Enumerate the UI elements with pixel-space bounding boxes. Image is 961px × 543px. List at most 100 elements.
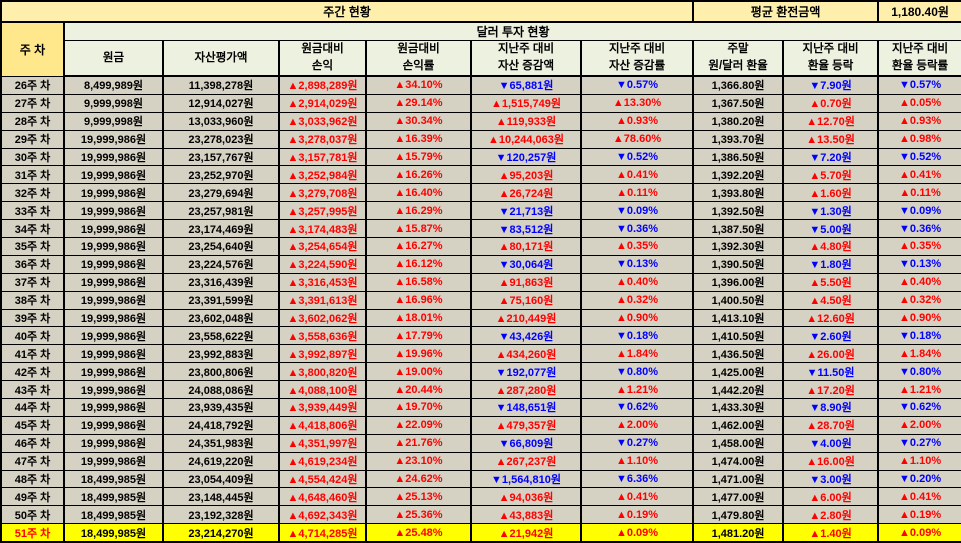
table-cell[interactable]: ▲25.48% [365,523,472,543]
table-cell[interactable]: 19,999,986원 [63,433,164,453]
table-cell[interactable]: 1,471.00원 [692,469,785,489]
table-cell[interactable]: ▲0.93% [579,111,695,131]
table-cell[interactable]: 23,391,599원 [162,290,280,310]
col-header[interactable]: 자산평가액 [162,40,280,77]
table-cell[interactable]: 19,999,986원 [63,129,164,149]
table-cell[interactable]: ▲23.10% [365,451,472,471]
table-cell[interactable]: ▼148,651원 [470,398,582,417]
table-cell[interactable]: 18,499,985원 [63,505,164,525]
table-cell[interactable]: 1,410.50원 [692,326,785,346]
table-cell[interactable]: ▲4.80원 [782,237,880,256]
table-cell[interactable]: ▲6.00원 [782,487,880,507]
table-cell[interactable]: 13,033,960원 [162,111,280,131]
table-cell[interactable]: ▲21.76% [365,433,472,453]
table-cell[interactable]: ▼7.20원 [782,147,880,167]
table-cell[interactable]: 19,999,986원 [63,326,164,346]
table-cell[interactable]: 23,316,439원 [162,272,280,292]
table-cell[interactable]: ▲3,252,984원 [278,165,367,185]
table-cell[interactable]: ▼6.36% [579,469,695,489]
table-cell[interactable]: 24,088,086원 [162,380,280,400]
table-cell[interactable]: 19,999,986원 [63,398,164,417]
col-header[interactable]: 지난주 대비 환율 등락 [782,40,880,77]
table-cell[interactable]: ▲4,554,424원 [278,469,367,489]
table-cell[interactable]: ▼0.57% [579,75,695,95]
table-cell[interactable]: 19,999,986원 [63,183,164,203]
table-cell[interactable]: 19,999,986원 [63,380,164,400]
table-cell[interactable]: ▼0.52% [877,147,961,167]
table-cell[interactable]: ▲0.40% [877,272,961,292]
table-cell[interactable]: 1,413.10원 [692,308,785,328]
table-cell[interactable]: 23,602,048원 [162,308,280,328]
table-cell[interactable]: ▲1.40원 [782,523,880,543]
table-cell[interactable]: 1,425.00원 [692,362,785,382]
table-cell[interactable]: ▲434,260원 [470,344,582,364]
table-cell[interactable]: ▲1.84% [579,344,695,364]
table-cell[interactable]: ▼120,257원 [470,147,582,167]
table-cell[interactable]: 19,999,986원 [63,147,164,167]
col-header[interactable]: 주말 원/달러 환율 [692,40,785,77]
table-cell[interactable]: 18,499,985원 [63,487,164,507]
table-cell[interactable]: 8,499,989원 [63,75,164,95]
week-cell[interactable]: 47주 차 [0,451,65,471]
table-cell[interactable]: ▼0.27% [877,433,961,453]
table-cell[interactable]: ▲0.41% [877,487,961,507]
table-cell[interactable]: ▼2.60원 [782,326,880,346]
table-cell[interactable]: ▲19.00% [365,362,472,382]
table-cell[interactable]: 23,939,435원 [162,398,280,417]
table-cell[interactable]: ▼1.30원 [782,201,880,221]
table-cell[interactable]: ▲30.34% [365,111,472,131]
table-cell[interactable]: ▲80,171원 [470,237,582,256]
table-cell[interactable]: ▼43,426원 [470,326,582,346]
week-cell[interactable]: 42주 차 [0,362,65,382]
table-cell[interactable]: 23,278,023원 [162,129,280,149]
table-cell[interactable]: ▲3,224,590원 [278,254,367,274]
table-cell[interactable]: ▼5.00원 [782,219,880,239]
table-cell[interactable]: ▲78.60% [579,129,695,149]
table-cell[interactable]: 19,999,986원 [63,201,164,221]
table-cell[interactable]: ▲0.35% [579,237,695,256]
table-cell[interactable]: ▲3,602,062원 [278,308,367,328]
table-cell[interactable]: ▲5.70원 [782,165,880,185]
table-cell[interactable]: 1,367.50원 [692,93,785,113]
table-cell[interactable]: ▼0.36% [877,219,961,239]
table-cell[interactable]: ▲1.10% [877,451,961,471]
col-header[interactable]: 지난주 대비 환율 등락률 [877,40,961,77]
table-cell[interactable]: ▲2,914,029원 [278,93,367,113]
table-cell[interactable]: 24,418,792원 [162,415,280,435]
table-cell[interactable]: ▲0.32% [579,290,695,310]
table-cell[interactable]: ▼0.57% [877,75,961,95]
week-cell[interactable]: 34주 차 [0,219,65,239]
table-cell[interactable]: ▲0.09% [877,523,961,543]
table-cell[interactable]: ▲0.32% [877,290,961,310]
table-cell[interactable]: 1,436.50원 [692,344,785,364]
table-cell[interactable]: ▲25.13% [365,487,472,507]
table-cell[interactable]: 1,400.50원 [692,290,785,310]
table-cell[interactable]: ▲0.19% [877,505,961,525]
table-cell[interactable]: 23,157,767원 [162,147,280,167]
table-cell[interactable]: 23,192,328원 [162,505,280,525]
table-cell[interactable]: 19,999,986원 [63,219,164,239]
table-cell[interactable]: 23,257,981원 [162,201,280,221]
table-cell[interactable]: ▼0.62% [579,398,695,417]
week-cell[interactable]: 33주 차 [0,201,65,221]
table-cell[interactable]: ▲3,992,897원 [278,344,367,364]
table-cell[interactable]: ▼0.27% [579,433,695,453]
table-cell[interactable]: 1,462.00원 [692,415,785,435]
table-cell[interactable]: ▲94,036원 [470,487,582,507]
table-cell[interactable]: ▲4,714,285원 [278,523,367,543]
table-cell[interactable]: ▲17.20원 [782,380,880,400]
table-cell[interactable]: 19,999,986원 [63,344,164,364]
table-cell[interactable]: ▲2.00% [579,415,695,435]
table-cell[interactable]: 19,999,986원 [63,254,164,274]
col-header[interactable]: 원금대비 손익률 [365,40,472,77]
week-cell[interactable]: 26주 차 [0,75,65,95]
week-cell[interactable]: 50주 차 [0,505,65,525]
table-cell[interactable]: 18,499,985원 [63,523,164,543]
table-cell[interactable]: ▲0.90% [579,308,695,328]
table-cell[interactable]: 1,433.30원 [692,398,785,417]
table-cell[interactable]: ▼83,512원 [470,219,582,239]
table-cell[interactable]: ▼0.20% [877,469,961,489]
table-cell[interactable]: 9,999,998원 [63,111,164,131]
table-cell[interactable]: 19,999,986원 [63,451,164,471]
table-cell[interactable]: 1,458.00원 [692,433,785,453]
